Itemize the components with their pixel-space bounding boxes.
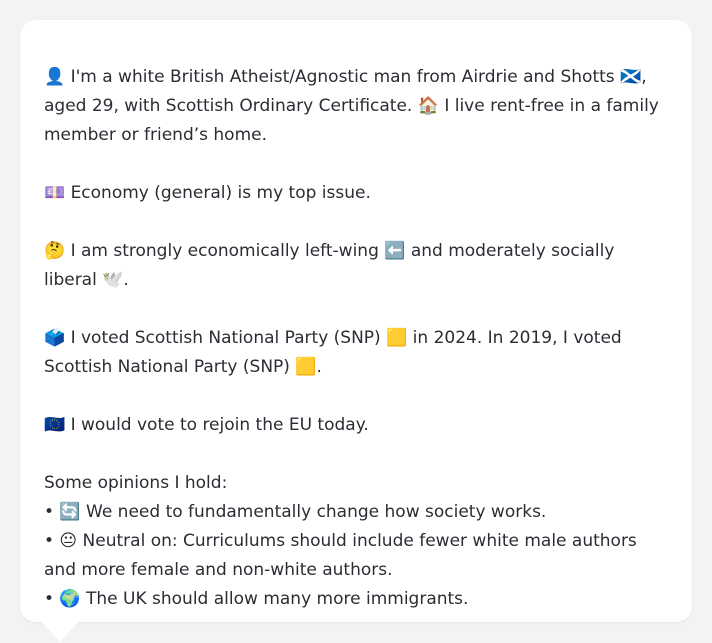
vote-history-text: 🗳️ I voted Scottish National Party (SNP)… [44,328,622,377]
opinion-item: • 😐 Neutral on: Curriculums should inclu… [44,531,637,580]
opinion-item: • 🌍 The UK should allow many more immigr… [44,589,469,609]
speech-bubble-tail [42,622,78,642]
profile-card: 👤 I'm a white British Atheist/Agnostic m… [20,20,692,622]
opinions-header: Some opinions I hold: [44,473,228,493]
opinion-item: • 🔄 We need to fundamentally change how … [44,502,547,522]
eu-stance-text: 🇪🇺 I would vote to rejoin the EU today. [44,415,369,435]
intro-text: 👤 I'm a white British Atheist/Agnostic m… [44,67,659,145]
top-issue-text: 💷 Economy (general) is my top issue. [44,183,371,203]
ideology-text: 🤔 I am strongly economically left-wing ⬅… [44,241,615,290]
